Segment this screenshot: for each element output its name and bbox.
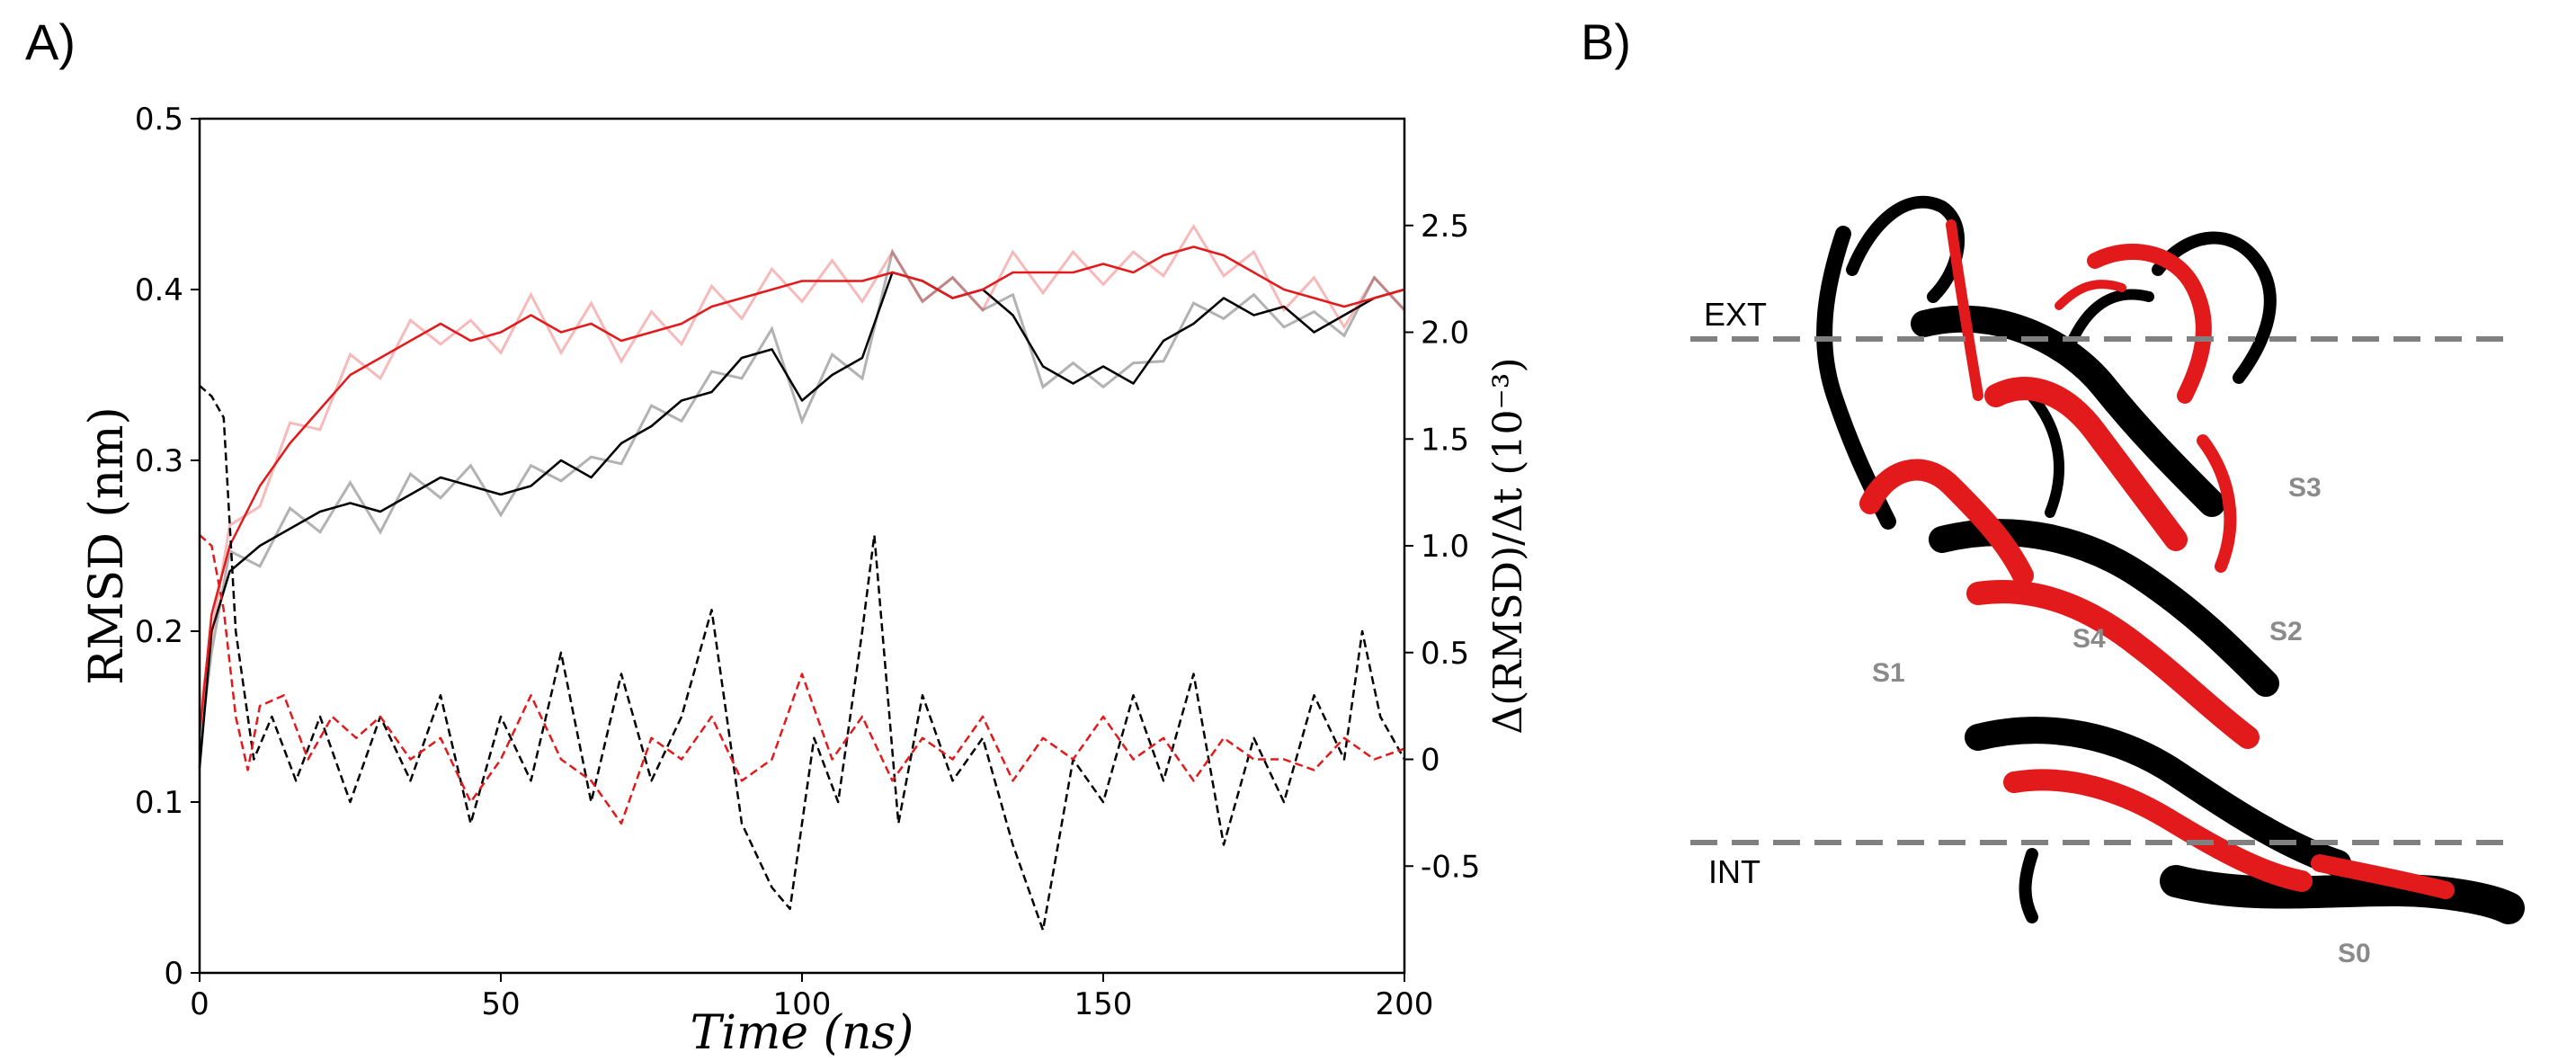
series-line xyxy=(198,245,1405,735)
x-tick-label: 0 xyxy=(190,986,209,1022)
x-tick-label: 50 xyxy=(481,986,520,1022)
rmsd-chart: 0 50 100 150 200 0 0.1 0.2 0.3 0.4 0.5 -0.5 0 0.5 1.0 1… xyxy=(80,102,1531,1060)
segment-label-s1: S1 xyxy=(1872,658,1905,688)
tick-layer: 0 50 100 150 200 0 0.1 0.2 0.3 0.4 0.5 -0.5 0 0.5 1.0 1… xyxy=(135,102,1480,1022)
y-right-tick-label: 0.5 xyxy=(1421,636,1469,672)
segment-label-s3: S3 xyxy=(2288,473,2322,503)
segment-label-s2: S2 xyxy=(2269,617,2303,646)
panel-b-label: B) xyxy=(1581,13,1631,70)
series-dashed-line xyxy=(199,384,1406,932)
y-left-tick-label: 0 xyxy=(164,956,183,992)
x-tick-label: 100 xyxy=(773,986,832,1022)
x-tick-label: 150 xyxy=(1074,986,1133,1022)
y-left-tick-label: 0.5 xyxy=(135,102,183,138)
segment-label-s4: S4 xyxy=(2072,624,2106,654)
y-axis-left-label: RMSD (nm) xyxy=(80,406,134,685)
protein-structure: EXT INT S0 S1 S2 S3 S4 xyxy=(1690,195,2525,968)
segment-label-s0: S0 xyxy=(2338,939,2371,968)
y-axis-right-label: Δ(RMSD)/Δt (10⁻³) xyxy=(1485,357,1531,734)
series-layer xyxy=(198,223,1406,932)
x-axis-label: Time (ns) xyxy=(691,1006,914,1060)
y-right-tick-label: 1.5 xyxy=(1421,422,1469,458)
y-right-tick-label: 2.5 xyxy=(1421,209,1469,245)
series-dashed-line xyxy=(199,534,1405,825)
int-label: INT xyxy=(1708,853,1760,890)
y-left-tick-label: 0.4 xyxy=(135,272,183,308)
series-line xyxy=(198,271,1405,769)
y-right-tick-label: 2.0 xyxy=(1421,316,1469,352)
y-left-tick-label: 0.2 xyxy=(135,614,183,650)
y-right-tick-label: 1.0 xyxy=(1421,529,1469,565)
x-tick-label: 200 xyxy=(1376,986,1434,1022)
y-right-tick-label: 0 xyxy=(1421,743,1440,779)
panel-a-label: A) xyxy=(25,13,76,70)
ext-label: EXT xyxy=(1704,296,1767,333)
y-right-tick-label: -0.5 xyxy=(1421,849,1480,885)
helix-red xyxy=(1859,219,2455,899)
y-left-tick-label: 0.1 xyxy=(135,785,183,821)
y-left-tick-label: 0.3 xyxy=(135,443,183,479)
